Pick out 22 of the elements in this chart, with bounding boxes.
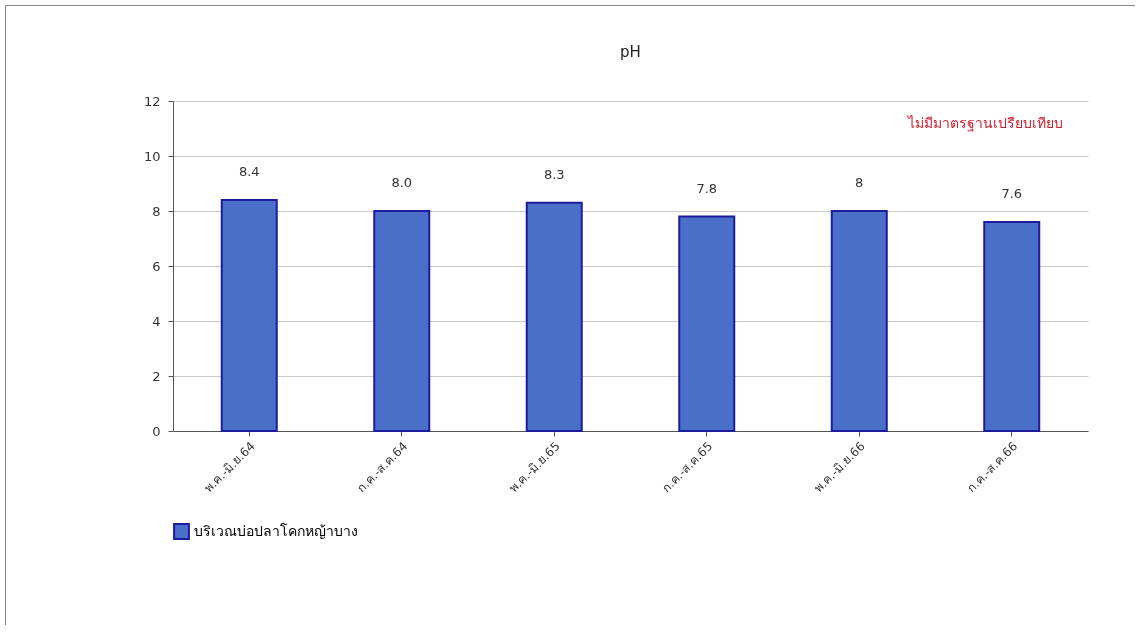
bar xyxy=(983,221,1041,432)
y-tick-label: 6 xyxy=(152,258,161,274)
bar xyxy=(678,215,736,432)
bar xyxy=(373,210,431,432)
y-tick-label: 12 xyxy=(143,93,161,109)
y-tick-label: 2 xyxy=(152,368,161,384)
data-label: 8.4 xyxy=(238,164,260,179)
annotation: ไม่มีมาตรฐานเปรียบเทียบ xyxy=(907,115,1063,132)
legend-label: บริเวณบ่อปลาโคกหญ้าบาง xyxy=(194,522,358,539)
data-label: 7.6 xyxy=(1001,186,1023,201)
chart-title: pH xyxy=(620,43,641,61)
y-tick-label: 4 xyxy=(152,313,161,329)
y-tick-label: 0 xyxy=(152,423,161,439)
y-tick-label: 10 xyxy=(143,148,161,164)
data-label: 8 xyxy=(855,175,864,190)
bar xyxy=(220,199,278,432)
bar xyxy=(525,201,583,432)
bar xyxy=(830,210,888,432)
y-tick-label: 8 xyxy=(152,203,161,219)
data-label: 7.8 xyxy=(696,180,718,196)
data-label: 8.3 xyxy=(543,166,565,182)
data-label: 8.0 xyxy=(391,175,413,190)
